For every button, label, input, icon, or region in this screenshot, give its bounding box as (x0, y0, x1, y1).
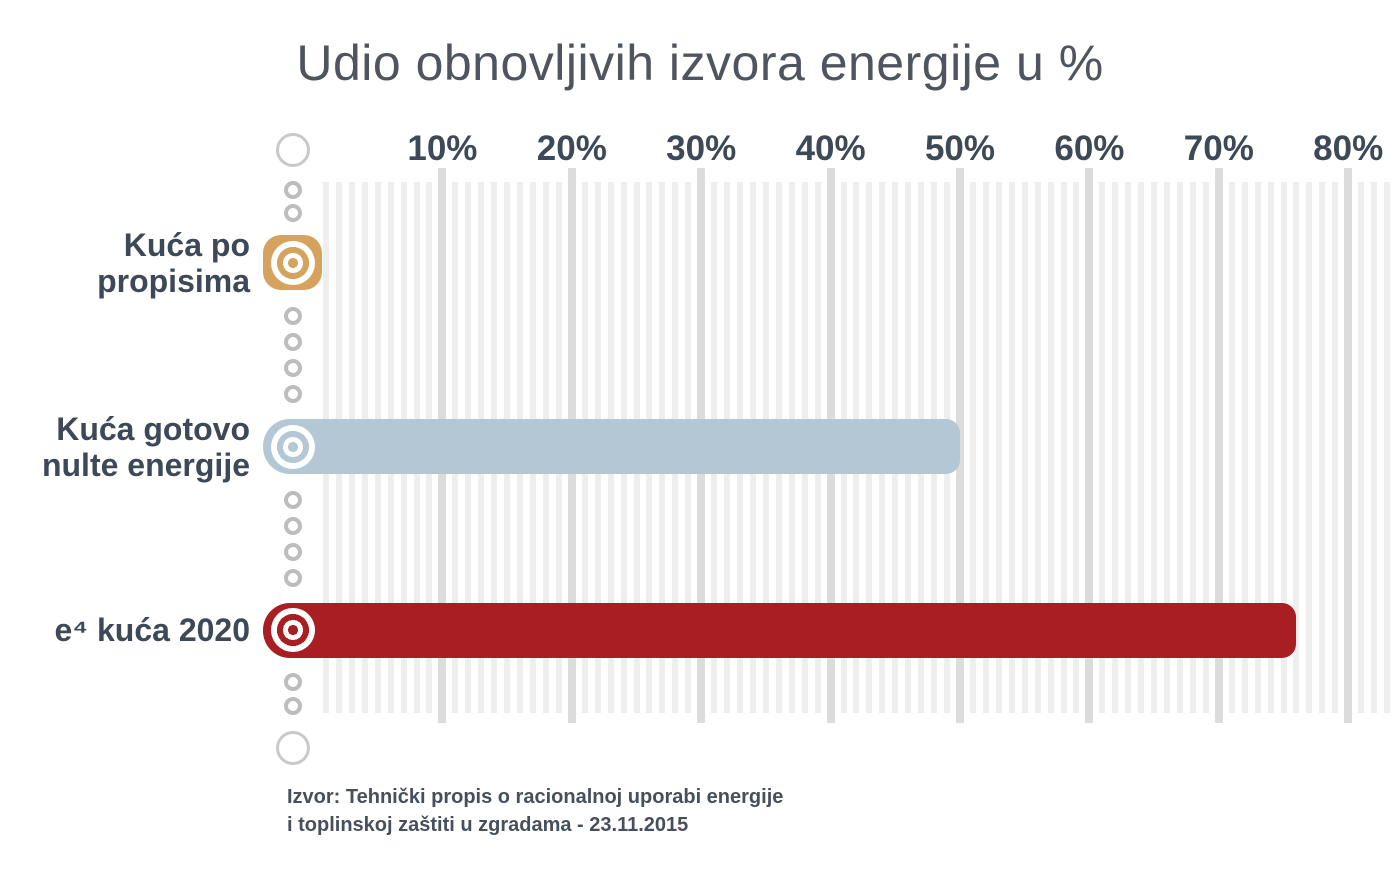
grid-line-major (956, 168, 964, 723)
grid-line-minor (1267, 182, 1274, 713)
category-label: Kuća gotovo nulte energije (42, 411, 250, 483)
axis-dot-icon (284, 333, 302, 351)
axis-dot-icon (284, 307, 302, 325)
grid-line-minor (969, 182, 976, 713)
grid-line-minor (1176, 182, 1183, 713)
axis-dot-icon (284, 543, 302, 561)
grid-line-minor (1112, 182, 1119, 713)
grid-line-minor (1371, 182, 1378, 713)
grid-line-minor (1358, 182, 1365, 713)
grid-line-minor (1189, 182, 1196, 713)
grid-line-minor (1125, 182, 1132, 713)
grid-line-minor (1280, 182, 1287, 713)
grid-line-minor (1099, 182, 1106, 713)
grid-line-minor (1138, 182, 1145, 713)
category-label-line: propisima (97, 262, 250, 299)
grid-line-minor (1384, 182, 1391, 713)
grid-line-minor (1228, 182, 1235, 713)
axis-dot-icon (284, 359, 302, 377)
grid-line-minor (1034, 182, 1041, 713)
x-axis-tick-label: 30% (666, 129, 737, 168)
category-label-line: nulte energije (41, 446, 250, 483)
x-axis-tick-label: 50% (924, 129, 996, 168)
axis-circle-icon (276, 731, 310, 765)
category-label-line: Kuća po (123, 226, 250, 263)
chart-title: Udio obnovljivih izvora energije u % (296, 35, 1104, 91)
category-label: Kuća po propisima (97, 227, 250, 299)
grid-line-minor (1021, 182, 1028, 713)
source-text-line2: i toplinskoj zaštiti u zgradama - 23.11.… (287, 814, 689, 836)
axis-dot-icon (284, 673, 302, 691)
category-label: e⁴ kuća 2020 (54, 612, 250, 648)
grid-line-minor (1164, 182, 1171, 713)
grid-line-minor (1306, 182, 1313, 713)
axis-dot-icon (284, 517, 302, 535)
bar-marker-icon (271, 240, 315, 285)
axis-circle-icon (276, 133, 310, 167)
x-axis-tick-label: 60% (1054, 129, 1125, 168)
grid-line-minor (1202, 182, 1209, 713)
grid-line-minor (1151, 182, 1158, 713)
grid-line-minor (995, 182, 1002, 713)
grid-line-major (1214, 168, 1223, 723)
x-axis-tick-label: 80% (1313, 129, 1384, 168)
grid-line-minor (982, 182, 989, 713)
axis-dot-icon (284, 204, 302, 222)
bar (263, 419, 960, 474)
axis-dot-icon (284, 385, 302, 403)
grid-line-major (1344, 168, 1353, 723)
category-label-line: e⁴ kuća 2020 (54, 612, 250, 648)
grid-line-minor (1293, 182, 1300, 713)
axis-dot-icon (284, 697, 302, 715)
grid-line-major (1085, 168, 1094, 723)
grid-line-minor (1073, 182, 1080, 713)
x-axis-tick-label: 70% (1183, 129, 1254, 168)
grid-line-minor (1060, 182, 1067, 713)
bar-marker-icon (271, 608, 315, 652)
source-text-line1: Izvor: Tehnički propis o racionalnoj upo… (287, 786, 784, 808)
axis-dot-icon (284, 569, 302, 587)
grid-line-minor (1319, 182, 1326, 713)
x-axis-tick-label: 20% (536, 129, 607, 168)
bar (263, 602, 1297, 658)
axis-dot-icon (284, 491, 302, 509)
grid-line-minor (1254, 182, 1261, 713)
grid-line-minor (1332, 182, 1339, 713)
x-axis-tick-label: 10% (407, 129, 478, 168)
category-label-line: Kuća gotovo (56, 410, 250, 447)
grid-line-minor (1008, 182, 1015, 713)
x-axis-tick-label: 40% (795, 129, 866, 168)
axis-dot-icon (284, 181, 302, 199)
grid-line-minor (1047, 182, 1054, 713)
bar-marker-icon (271, 424, 315, 469)
grid-line-minor (1241, 182, 1248, 713)
